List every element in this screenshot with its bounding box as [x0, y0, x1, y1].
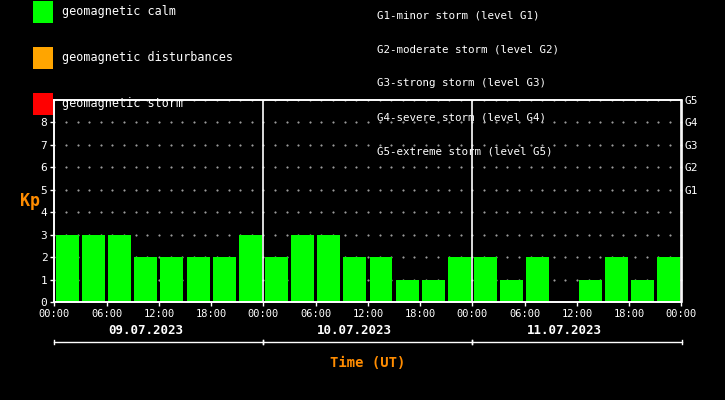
Text: geomagnetic calm: geomagnetic calm: [62, 6, 175, 18]
Bar: [474, 257, 497, 302]
Bar: [186, 257, 210, 302]
Bar: [291, 235, 314, 302]
Bar: [212, 257, 236, 302]
Text: Time (UT): Time (UT): [331, 356, 405, 370]
Bar: [579, 280, 602, 302]
Bar: [56, 235, 79, 302]
Text: 11.07.2023: 11.07.2023: [526, 324, 602, 337]
Bar: [108, 235, 131, 302]
Bar: [396, 280, 418, 302]
Text: G3-strong storm (level G3): G3-strong storm (level G3): [377, 78, 546, 88]
Bar: [422, 280, 444, 302]
Bar: [370, 257, 392, 302]
Bar: [239, 235, 262, 302]
Bar: [160, 257, 183, 302]
Text: geomagnetic disturbances: geomagnetic disturbances: [62, 52, 233, 64]
Bar: [318, 235, 340, 302]
Bar: [448, 257, 471, 302]
Text: 10.07.2023: 10.07.2023: [318, 324, 392, 337]
Bar: [265, 257, 288, 302]
Text: 09.07.2023: 09.07.2023: [108, 324, 183, 337]
Text: G2-moderate storm (level G2): G2-moderate storm (level G2): [377, 44, 559, 54]
Bar: [344, 257, 366, 302]
Text: geomagnetic storm: geomagnetic storm: [62, 98, 183, 110]
Text: G5-extreme storm (level G5): G5-extreme storm (level G5): [377, 146, 552, 156]
Bar: [500, 280, 523, 302]
Bar: [631, 280, 654, 302]
Bar: [134, 257, 157, 302]
Bar: [82, 235, 105, 302]
Bar: [526, 257, 550, 302]
Text: G1-minor storm (level G1): G1-minor storm (level G1): [377, 10, 539, 20]
Bar: [657, 257, 680, 302]
Y-axis label: Kp: Kp: [20, 192, 40, 210]
Text: G4-severe storm (level G4): G4-severe storm (level G4): [377, 112, 546, 122]
Bar: [605, 257, 628, 302]
